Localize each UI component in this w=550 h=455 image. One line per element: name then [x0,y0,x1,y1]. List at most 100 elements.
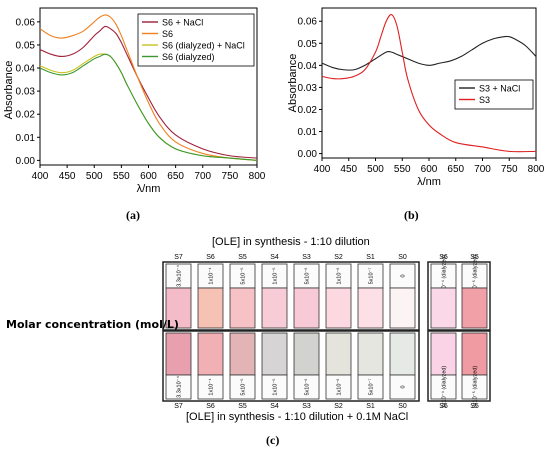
chart-b-legend-box [454,79,534,110]
dialyzed-vial-vial-bottom-solution [461,332,488,376]
chart-a-legend-label: S6 (dialyzed) + NaCl [162,41,245,51]
chart-b-x-tick-label: 550 [394,164,411,175]
vials-bottom-frame [162,330,420,402]
chart-a-x-tick-label: 500 [86,171,103,182]
vial-vial-bottom-solution [229,332,256,376]
chart-b-x-tick-label: 800 [528,164,545,175]
dialyzed-bottom-frame [427,330,491,402]
vial-vial-top-solution [261,287,288,329]
chart-b-legend-label: S3 + NaCl [479,84,520,94]
chart-a-y-tick-label: 0.00 [16,156,36,167]
dialyzed-vial-conc-label-bottom: 1x10⁻⁴ (dialyzed) [441,366,448,409]
chart-a-x-tick-label: 650 [167,171,184,182]
vial-vial-bottom-label [389,374,416,400]
vial-conc-label-bottom: 5x10⁻⁶ [304,378,311,395]
vial-vial-bottom-solution [293,332,320,376]
vial-conc-label-bottom: 1x10⁻⁵ [272,378,279,395]
vial-conc-label-bottom: 1x10⁻⁶ [336,378,343,395]
dialyzed-top-frame [427,261,491,331]
vial-vial-bottom-label [357,374,384,400]
vial-vial-bottom-label [197,374,224,400]
vial-vial-bottom-label [165,374,192,400]
chart-b-x-tick-label: 750 [501,164,518,175]
chart-a-y-tick-label: 0.06 [16,17,36,28]
vial-conc-label-bottom: 5x10⁻⁷ [368,379,375,396]
vial-vial-top-label [261,263,288,289]
vial-sample-label-top: S0 [398,254,407,261]
vial-vial-top-solution [293,287,320,329]
chart-a-legend-label: S6 + NaCl [162,18,203,28]
chart-a-x-tick-label: 750 [222,171,239,182]
vial-vial-top-solution [197,287,224,329]
vial-vial-bottom-label [261,374,288,400]
vial-vial-bottom-solution [357,332,384,376]
vial-conc-label-bottom: 3.3x10⁻⁴ [176,375,183,397]
caption-c: (c) [266,433,280,447]
vial-vial-top-label [389,263,416,289]
dialyzed-vial-sample-label-top: S6 [439,254,448,261]
chart-b-y-tick-label: 0.01 [298,127,318,138]
chart-a-series-line-0 [39,25,258,159]
dialyzed-vial-conc-label-top: 1x10⁻⁴ (dialyzed) [441,255,448,298]
vial-sample-label-top: S1 [366,254,375,261]
dialyzed-vial-conc-label-top: 5x10⁻⁵ (dialyzed) [472,255,479,298]
chart-b-x-tick-label: 400 [314,164,331,175]
vial-sample-label-bottom: S4 [270,403,279,410]
vial-sample-label-bottom: S6 [206,403,215,410]
chart-a-legend-label: S6 [162,29,173,39]
vial-vial-bottom-label [325,374,352,400]
chart-b-x-tick-label: 450 [340,164,357,175]
chart-b-y-tick-label: 0.00 [298,149,318,160]
chart-b-y-tick-label: 0.02 [298,105,318,116]
chart-b-x-tick-label: 500 [367,164,384,175]
vial-conc-label-top: 3.3x10⁻⁴ [176,264,183,286]
chart-a-series-line-2 [39,53,258,161]
vials-side-label: Molar concentration (mol/L) [6,318,179,331]
vial-conc-label-top: 0 [401,274,407,277]
chart-a-y-axis-label: Absorbance [3,61,15,120]
chart-a-x-tick-label: 700 [194,171,211,182]
dialyzed-vial-sample-label-bottom: S6 [439,403,448,410]
chart-a-x-tick-label: 400 [32,171,49,182]
vial-vial-bottom-solution [165,332,192,376]
vial-sample-label-bottom: S2 [334,403,343,410]
chart-b-series-line-1 [321,13,537,153]
vial-vial-bottom-solution [325,332,352,376]
vial-vial-top-solution [325,287,352,329]
chart-a-y-tick-label: 0.01 [16,133,36,144]
chart-b-x-tick-label: 650 [447,164,464,175]
chart-b-series-line-0 [321,35,537,71]
chart-a-x-tick-label: 800 [249,171,266,182]
vial-conc-label-bottom: 1x10⁻⁴ [208,378,215,396]
vial-sample-label-top: S6 [206,254,215,261]
dialyzed-vial-sample-label-bottom: S5 [470,403,479,410]
chart-b-y-tick-label: 0.05 [298,39,318,50]
vial-conc-label-bottom: 5x10⁻⁵ [240,378,247,395]
chart-b-y-tick-label: 0.04 [298,61,318,72]
chart-a-legend-label: S6 (dialyzed) [162,52,215,62]
dialyzed-vial-vial-top-label [461,263,488,289]
vial-vial-top-solution [389,287,416,329]
vial-vial-bottom-solution [261,332,288,376]
vial-sample-label-bottom: S0 [398,403,407,410]
vial-vial-top-solution [357,287,384,329]
chart-b-x-tick-label: 700 [474,164,491,175]
vial-vial-top-label [197,263,224,289]
dialyzed-vial-vial-top-solution [461,287,488,329]
vial-vial-top-label [325,263,352,289]
chart-a-y-tick-label: 0.03 [16,87,36,98]
vials-top-title: [OLE] in synthesis - 1:10 dilution [212,236,370,248]
vial-conc-label-bottom: 0 [401,385,407,388]
vial-sample-label-top: S4 [270,254,279,261]
vial-conc-label-top: 1x10⁻⁵ [272,267,279,284]
vial-sample-label-top: S2 [334,254,343,261]
dialyzed-vial-vial-top-solution [430,287,457,329]
vial-conc-label-top: 5x10⁻⁵ [240,267,247,284]
vial-sample-label-bottom: S5 [238,403,247,410]
chart-b-y-tick-label: 0.06 [298,17,318,28]
dialyzed-vial-vial-bottom-solution [430,332,457,376]
caption-a: (a) [126,208,140,222]
vial-sample-label-top: S7 [174,254,183,261]
vial-sample-label-bottom: S7 [174,403,183,410]
